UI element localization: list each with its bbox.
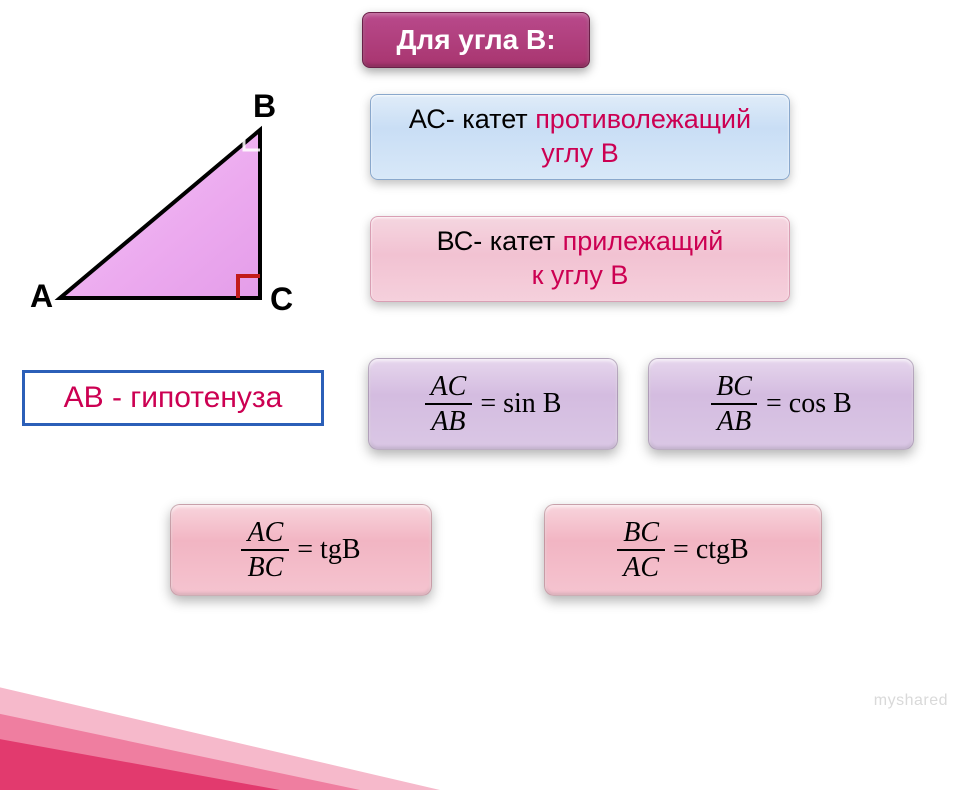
vertex-label-b: В [253, 88, 276, 125]
ctg-den: AC [617, 549, 665, 582]
opposite-leg-box: АС- катет противолежащий углу В [370, 94, 790, 180]
box2-black: ВС- катет [437, 226, 563, 256]
sin-rhs: = sin B [480, 388, 561, 420]
sin-num: AC [425, 372, 473, 403]
title-banner: Для угла В: [362, 12, 590, 68]
vertex-label-a: А [30, 278, 53, 315]
sin-den: AB [425, 403, 471, 436]
hypotenuse-box: АВ - гипотенуза [22, 370, 324, 426]
box1-black: АС- катет [409, 104, 535, 134]
frac-cos: BC AB [710, 372, 758, 437]
watermark: myshared [874, 692, 948, 710]
triangle-shape [60, 130, 260, 298]
formula-sin: AC AB = sin B [368, 358, 618, 450]
box2-line2: к углу В [371, 259, 789, 293]
triangle-svg [30, 88, 340, 328]
box1-line1: АС- катет противолежащий [371, 103, 789, 137]
box2-colored: прилежащий [563, 226, 724, 256]
box1-colored: противолежащий [535, 104, 751, 134]
vertex-label-c: С [270, 281, 293, 318]
cos-rhs: = cos B [766, 388, 852, 420]
decor-swoosh [0, 530, 440, 790]
cos-num: BC [710, 372, 758, 403]
frac-ctg: BC AC [617, 518, 665, 583]
hypotenuse-text: АВ - гипотенуза [64, 381, 283, 415]
adjacent-leg-box: ВС- катет прилежащий к углу В [370, 216, 790, 302]
ctg-rhs: = ctgB [673, 534, 749, 566]
frac-sin: AC AB [425, 372, 473, 437]
box2-line1: ВС- катет прилежащий [371, 225, 789, 259]
triangle-diagram: В А С [30, 88, 340, 328]
formula-cos: BC AB = cos B [648, 358, 914, 450]
cos-den: AB [711, 403, 757, 436]
box1-line2: углу В [371, 137, 789, 171]
ctg-num: BC [617, 518, 665, 549]
formula-ctg: BC AC = ctgB [544, 504, 822, 596]
title-text: Для угла В: [396, 24, 555, 56]
